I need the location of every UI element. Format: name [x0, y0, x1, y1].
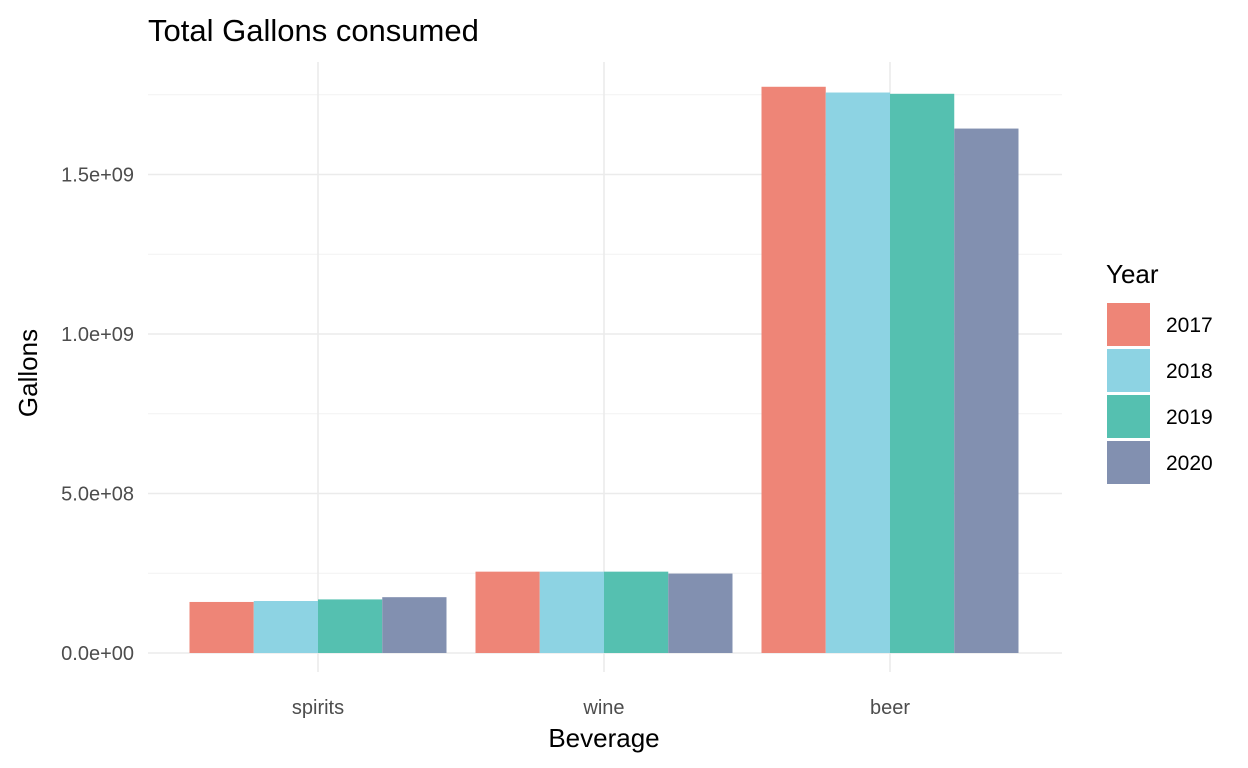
- x-tick-label: spirits: [292, 697, 344, 719]
- chart-title: Total Gallons consumed: [148, 13, 479, 48]
- bar-wine-2017: [475, 571, 540, 653]
- bar-beer-2018: [825, 92, 890, 654]
- bar-wine-2019: [604, 571, 669, 653]
- legend-swatch-2020: [1107, 441, 1150, 484]
- y-axis-title: Gallons: [13, 329, 43, 417]
- legend-swatch-2017: [1107, 303, 1150, 346]
- bar-beer-2019: [890, 93, 955, 654]
- x-axis-title: Beverage: [548, 723, 659, 753]
- legend-label: 2020: [1166, 452, 1213, 475]
- bars: [189, 86, 1019, 654]
- legend-label: 2019: [1166, 406, 1213, 429]
- bar-spirits-2019: [318, 599, 383, 653]
- y-tick-label: 0.0e+00: [61, 643, 134, 665]
- bar-wine-2020: [668, 573, 733, 653]
- bar-spirits-2017: [189, 601, 254, 653]
- legend: Year 2017 2018 2019 2020: [1106, 259, 1213, 484]
- legend-swatch-2018: [1107, 349, 1150, 392]
- y-tick-label: 5.0e+08: [61, 484, 134, 506]
- bar-beer-2017: [761, 86, 826, 653]
- y-tick-label: 1.0e+09: [61, 324, 134, 346]
- y-tick-label: 1.5e+09: [61, 165, 134, 187]
- bar-spirits-2020: [382, 597, 447, 653]
- y-axis-ticks: 0.0e+00 5.0e+08 1.0e+09 1.5e+09: [61, 165, 134, 666]
- legend-title: Year: [1106, 259, 1159, 289]
- x-axis-ticks: spirits wine beer: [292, 697, 910, 719]
- legend-label: 2018: [1166, 360, 1213, 383]
- x-tick-label: wine: [582, 697, 624, 719]
- bar-spirits-2018: [253, 601, 318, 653]
- bar-wine-2018: [539, 571, 604, 653]
- x-tick-label: beer: [870, 697, 910, 719]
- legend-swatch-2019: [1107, 395, 1150, 438]
- legend-label: 2017: [1166, 314, 1213, 337]
- bar-beer-2020: [954, 128, 1019, 654]
